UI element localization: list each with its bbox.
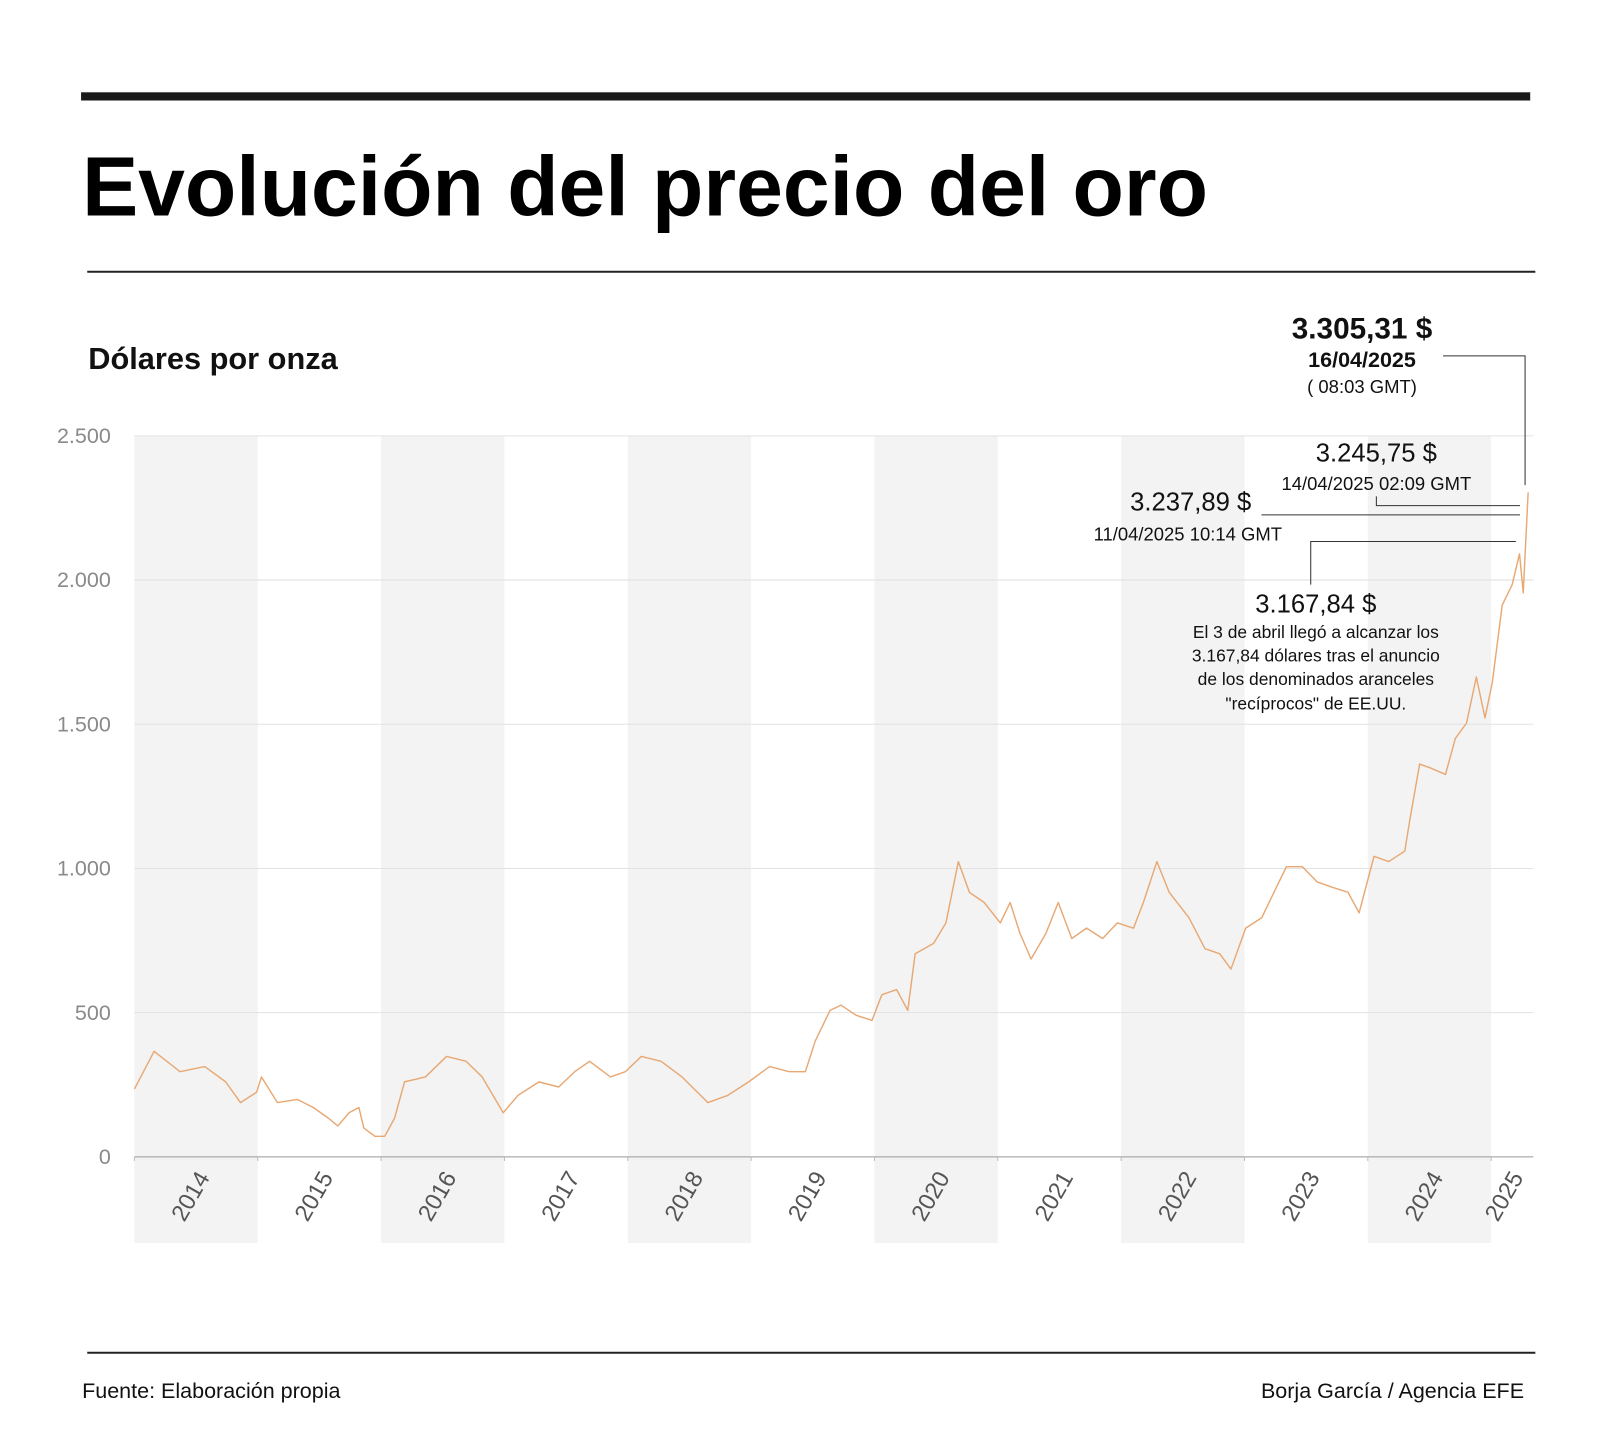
- y-tick-label: 1.000: [57, 857, 111, 881]
- annotation-text: 3.167,84 $: [1255, 590, 1376, 618]
- subtitle: Dólares por onza: [88, 341, 338, 376]
- year-band: [627, 435, 752, 1243]
- annotation-text: de los denominados aranceles: [1198, 669, 1435, 689]
- price-line: [133, 492, 1529, 1138]
- year-band: [134, 435, 258, 1243]
- annotation-text: 3.305,31 $: [1292, 312, 1433, 345]
- y-tick-label: 2.500: [57, 424, 111, 448]
- annotation-text: 3.245,75 $: [1316, 440, 1437, 468]
- year-band: [874, 435, 998, 1243]
- y-tick-label: 0: [99, 1145, 111, 1169]
- annotation-text: 11/04/2025 10:14 GMT: [1094, 523, 1282, 544]
- y-tick-label: 500: [75, 1001, 111, 1025]
- chart-title: Evolución del precio del oro: [82, 139, 1208, 233]
- annotation-text: 3.167,84 dólares tras el anuncio: [1192, 645, 1440, 665]
- year-band: [1121, 435, 1245, 1243]
- y-tick-label: 2.000: [57, 568, 111, 592]
- top-rule: [81, 92, 1531, 101]
- annotation-text: El 3 de abril llegó a alcanzar los: [1193, 622, 1439, 642]
- annotation-text: ( 08:03 GMT): [1307, 376, 1417, 397]
- annotation-leader: [1375, 496, 1520, 507]
- credit: Borja García / Agencia EFE: [1261, 1379, 1524, 1403]
- annotation-text: "recíprocos" de EE.UU.: [1225, 694, 1406, 714]
- year-band: [381, 435, 505, 1243]
- annotation-leader: [1443, 355, 1526, 486]
- annotation-text: 3.237,89 $: [1130, 489, 1251, 517]
- y-tick-label: 1.500: [57, 712, 111, 736]
- annotation-leader: [1310, 540, 1516, 585]
- annotation-text: 16/04/2025: [1308, 348, 1416, 372]
- annotation-text: 14/04/2025 02:09 GMT: [1281, 473, 1471, 494]
- year-band: [1367, 435, 1492, 1243]
- source: Fuente: Elaboración propia: [82, 1379, 340, 1403]
